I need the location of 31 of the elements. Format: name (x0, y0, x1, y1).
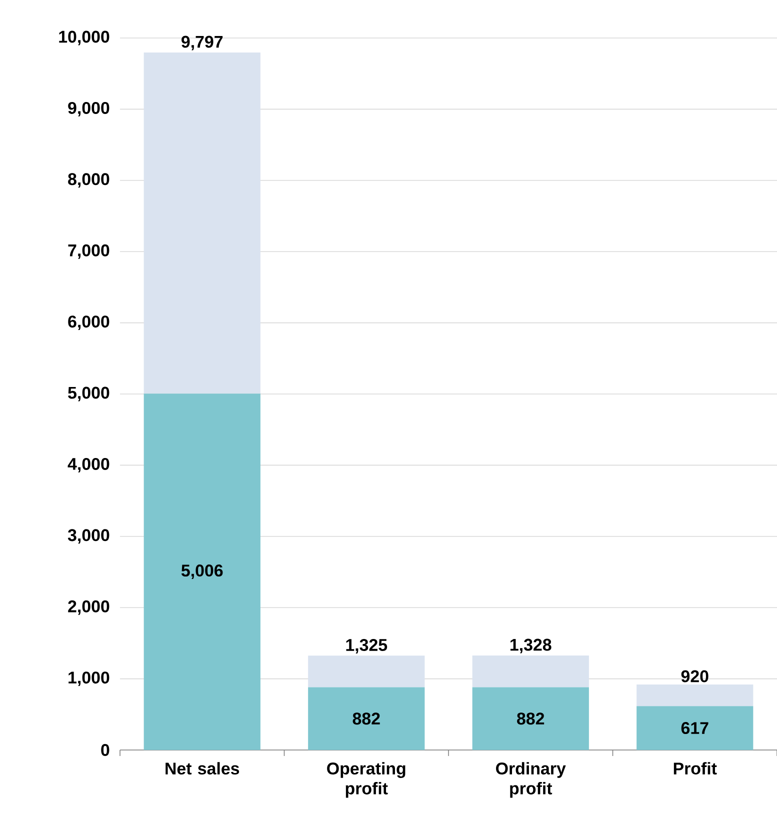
y-tick-label: 6,000 (68, 316, 110, 330)
x-tick-label: Operating profit (327, 762, 406, 798)
x-tick-label: Profit (674, 762, 717, 775)
bar (308, 687, 425, 750)
y-tick-label: 7,000 (68, 244, 110, 259)
y-tick-label: 3,000 (68, 529, 110, 544)
x-tick-label: Ordinary profit (496, 762, 566, 798)
data-label: 882 (352, 712, 380, 725)
bar (636, 706, 754, 750)
y-tick-label: 4,000 (68, 458, 110, 472)
total-label: 9,797 (182, 36, 223, 50)
y-tick-label: 0 (101, 744, 110, 756)
y-tick-label: 9,000 (68, 102, 110, 116)
y-tick-label: 10,000 (59, 30, 110, 46)
data-label: 617 (681, 722, 708, 734)
total-label: 1,328 (510, 638, 552, 654)
bar (144, 394, 260, 750)
y-tick-label: 8,000 (68, 173, 110, 188)
y-tick-label: 5,000 (68, 386, 110, 402)
bar (472, 687, 589, 750)
bar (472, 655, 589, 688)
bar (144, 52, 260, 394)
bar (636, 684, 754, 706)
bar (308, 656, 425, 688)
y-tick-label: 2,000 (68, 600, 110, 615)
total-label: 920 (681, 670, 708, 682)
y-tick-label: 1,000 (68, 672, 110, 686)
data-label: 5,006 (181, 564, 223, 580)
data-label: 882 (517, 712, 544, 725)
x-tick-label: Net sales (166, 762, 240, 775)
total-label: 1,325 (346, 639, 388, 654)
